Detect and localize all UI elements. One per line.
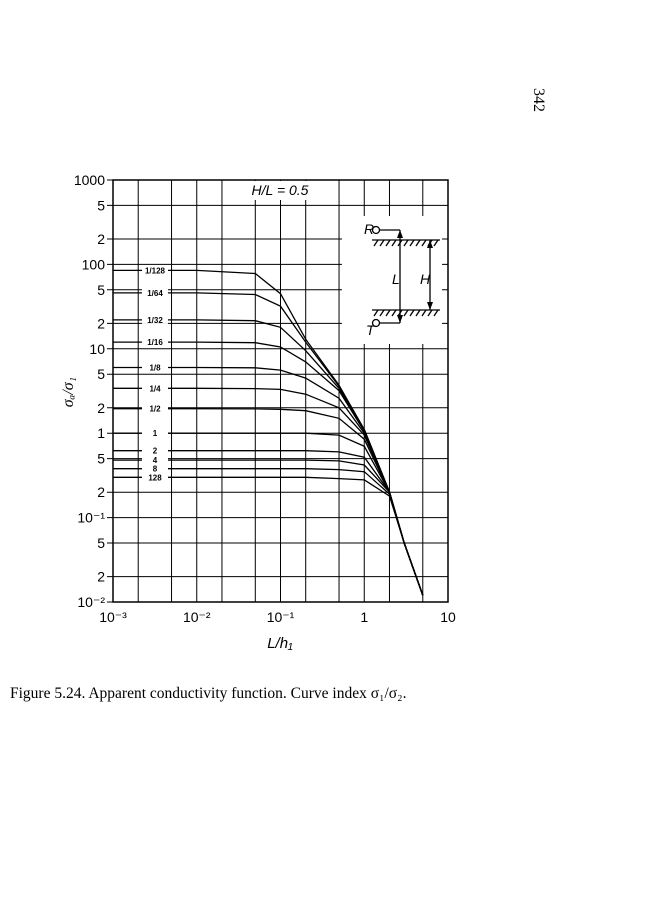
y-tick-label: 5 (97, 197, 105, 213)
y-tick-label: 2 (97, 315, 105, 331)
hatch (427, 309, 433, 317)
curve-label: 1/32 (147, 316, 163, 325)
y-tick-label: 10 (89, 341, 105, 357)
curve-label-bg (142, 266, 168, 275)
hatch (373, 239, 379, 247)
inset-label: H (420, 271, 431, 287)
hatch (385, 309, 391, 317)
curve-label-bg (142, 363, 168, 372)
x-axis-label: L/h₁ (267, 635, 293, 652)
y-tick-label: 1 (97, 425, 105, 441)
hatch (433, 309, 439, 317)
hatch (391, 239, 397, 247)
hatch (415, 239, 421, 247)
x-tick-label: 10⁻³ (99, 609, 127, 625)
hatch (415, 309, 421, 317)
y-tick-label: 2 (97, 400, 105, 416)
y-tick-label: 5 (97, 535, 105, 551)
hatch (421, 239, 427, 247)
hatch (403, 309, 409, 317)
hatch (409, 309, 415, 317)
y-tick-label: 2 (97, 231, 105, 247)
y-tick-label: 1000 (74, 172, 105, 188)
curve-label: 1/16 (147, 338, 163, 347)
x-tick-label: 10 (440, 609, 456, 625)
y-tick-label: 10⁻¹ (77, 510, 105, 526)
curve-label-bg (142, 384, 168, 393)
curve-label: 1/8 (149, 364, 161, 373)
y-tick-label: 5 (97, 451, 105, 467)
curve-label: 2 (153, 447, 158, 456)
curve (113, 476, 424, 596)
curve-label: 1/64 (147, 289, 163, 298)
x-tick-label: 10⁻² (183, 609, 211, 625)
curve-label: 8 (153, 465, 158, 474)
electrode (371, 318, 381, 328)
plot-frame (112, 179, 449, 603)
annotation: H/L = 0.5 (252, 182, 309, 198)
curve-label-bg (142, 456, 168, 465)
curve-label-bg (142, 464, 168, 473)
y-tick-label: 10⁻² (77, 594, 105, 610)
curve-label-bg (142, 288, 168, 297)
y-tick-label: 2 (97, 569, 105, 585)
y-tick-label: 5 (97, 366, 105, 382)
y-tick-label: 2 (97, 484, 105, 500)
x-tick-label: 1 (360, 609, 368, 625)
electrode (371, 225, 381, 235)
inset-label: L (392, 271, 400, 287)
hatch (385, 239, 391, 247)
curve-label-bg (142, 473, 168, 482)
curve-label: 128 (148, 473, 162, 482)
page-number: 342 (530, 88, 547, 112)
hatch (373, 309, 379, 317)
curve-label-bg (142, 338, 168, 347)
hatch (409, 239, 415, 247)
inset-label: T (366, 322, 376, 338)
curve-label: 1/128 (145, 266, 166, 275)
plot: 10⁻³ 10⁻² 10⁻¹ 1 1010005210052105215210⁻¹521… (60, 172, 456, 652)
hatch (433, 239, 439, 247)
y-tick-label: 100 (82, 256, 106, 272)
hatch (379, 239, 385, 247)
curve-label-bg (142, 429, 168, 438)
hatch (379, 309, 385, 317)
annotation-bg (224, 181, 336, 200)
hatch (403, 239, 409, 247)
curve-label: 1 (153, 429, 158, 438)
curve-label: 1/2 (149, 405, 161, 414)
y-axis-label: σₐ/σ₁ (60, 377, 77, 407)
caption: Figure 5.24. Apparent conductivity funct… (10, 685, 406, 702)
hatch (421, 309, 427, 317)
curve-label-bg (142, 446, 168, 455)
inset-label: R (364, 221, 374, 237)
curve-label-bg (142, 404, 168, 413)
hatch (391, 309, 397, 317)
y-tick-label: 5 (97, 282, 105, 298)
curve-label: 4 (153, 456, 158, 465)
curve-label-bg (142, 315, 168, 324)
x-tick-label: 10⁻¹ (267, 609, 295, 625)
curve-label: 1/4 (149, 384, 161, 393)
